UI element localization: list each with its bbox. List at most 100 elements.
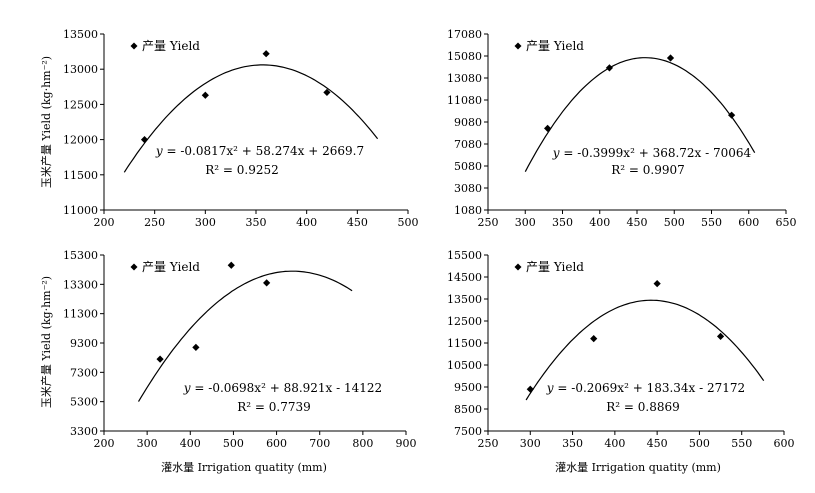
x-tick-label: 200 (94, 437, 115, 450)
legend-label: 产量 Yield (526, 260, 584, 274)
y-tick-label: 3080 (454, 182, 482, 195)
y-tick-label: 15300 (63, 249, 98, 262)
legend-marker (514, 263, 522, 271)
chart-panel-1: 11000 11500 12000 12500 13000 13500 200 250 300 3… (63, 28, 419, 229)
x-tick-label: 500 (398, 216, 419, 229)
y-tick-label: 13300 (63, 278, 98, 291)
y-tick-label: 11500 (63, 169, 98, 182)
y-tick-label: 10500 (447, 359, 482, 372)
y-tick-label: 7300 (70, 366, 98, 379)
x-tick-label: 350 (246, 216, 267, 229)
data-point (728, 111, 736, 119)
data-point (716, 332, 725, 340)
x-tick-label: 400 (180, 437, 201, 450)
r-squared: R² = 0.8869 (606, 400, 680, 414)
y-tick-label: 5080 (454, 160, 482, 173)
x-tick-label: 900 (396, 437, 417, 450)
x-tick-label: 450 (627, 216, 648, 229)
data-point (263, 279, 271, 287)
x-tick-label: 400 (296, 216, 317, 229)
y-tick-label: 7500 (454, 425, 482, 438)
y-tick-label: 11500 (447, 337, 482, 350)
x-tick-label: 600 (774, 437, 795, 450)
legend-marker (130, 42, 138, 50)
x-tick-label: 600 (266, 437, 287, 450)
x-tick-label: 500 (223, 437, 244, 450)
x-tick-label: 300 (137, 437, 158, 450)
x-tick-label: 300 (515, 216, 536, 229)
data-point (666, 54, 675, 62)
legend-label: 产量 Yield (142, 260, 200, 274)
y-tick-label: 17080 (447, 28, 482, 41)
x-axis-label-left: 灌水量 Irrigation quatity (mm) (161, 461, 327, 474)
y-tick-label: 9500 (454, 381, 482, 394)
y-tick-label: 1080 (454, 204, 482, 217)
fit-curve (123, 64, 379, 173)
r-squared: R² = 0.9907 (611, 163, 685, 177)
y-tick-label: 8500 (454, 403, 482, 416)
x-tick-label: 700 (309, 437, 330, 450)
data-point (192, 343, 200, 351)
r-squared: R² = 0.9252 (205, 163, 279, 177)
data-point (526, 385, 534, 393)
x-tick-label: 450 (647, 437, 668, 450)
legend-label: 产量 Yield (526, 39, 584, 53)
y-tick-label: 7080 (454, 138, 482, 151)
x-tick-label: 400 (604, 437, 625, 450)
y-tick-label: 9080 (454, 116, 482, 129)
x-tick-label: 450 (347, 216, 368, 229)
x-tick-label: 350 (552, 216, 573, 229)
y-tick-label: 13500 (63, 28, 98, 41)
x-tick-label: 550 (701, 216, 722, 229)
y-tick-label: 12500 (447, 315, 482, 328)
r-squared: R² = 0.7739 (237, 400, 311, 414)
legend-marker (130, 263, 138, 271)
y-tick-label: 13080 (447, 72, 482, 85)
x-axis-label-right: 灌水量 Irrigation quatity (mm) (555, 461, 721, 474)
data-point (262, 50, 270, 58)
x-tick-label: 350 (562, 437, 583, 450)
fit-curve (525, 299, 765, 401)
data-point (544, 124, 552, 132)
chart-panel-4: 7500 8500 9500 10500 11500 12500 13500 14500 155… (447, 249, 795, 450)
y-tick-label: 11000 (63, 204, 98, 217)
chart-panel-2: 1080 3080 5080 7080 9080 11080 13080 15080 17080… (447, 28, 797, 229)
y-tick-label: 12000 (63, 134, 98, 147)
data-point (156, 355, 164, 363)
x-tick-label: 250 (144, 216, 165, 229)
x-tick-label: 250 (478, 216, 499, 229)
y-tick-label: 14500 (447, 271, 482, 284)
y-tick-label: 15500 (447, 249, 482, 262)
fit-equation: y = -0.2069x² + 183.34x - 27172 (546, 381, 745, 395)
fit-equation: y = -0.0698x² + 88.921x - 14122 (183, 381, 382, 395)
legend-marker (514, 42, 522, 50)
x-tick-label: 200 (94, 216, 115, 229)
y-tick-label: 9300 (70, 337, 98, 350)
x-tick-label: 550 (731, 437, 752, 450)
x-tick-label: 600 (738, 216, 759, 229)
y-tick-label: 3300 (70, 425, 98, 438)
y-tick-label: 15080 (447, 50, 482, 63)
y-tick-label: 13500 (447, 293, 482, 306)
fit-equation: y = -0.0817x² + 58.274x + 2669.7 (155, 144, 364, 158)
y-axis-label-bottom: 玉米产量 Yield (kg·hm⁻²) (39, 276, 53, 408)
data-point (227, 261, 235, 269)
y-tick-label: 11300 (63, 308, 98, 321)
data-point (653, 280, 661, 288)
x-tick-label: 650 (776, 216, 797, 229)
y-tick-label: 11080 (447, 94, 482, 107)
data-point (323, 88, 331, 97)
data-point (201, 91, 209, 99)
fit-curve (524, 57, 756, 172)
data-point (590, 335, 598, 343)
x-tick-label: 250 (478, 437, 499, 450)
chart-panel-3: 3300 5300 7300 9300 11300 13300 15300 200 300 400… (63, 249, 417, 450)
x-tick-label: 500 (689, 437, 710, 450)
y-tick-label: 13000 (63, 63, 98, 76)
x-tick-label: 300 (195, 216, 216, 229)
x-tick-label: 300 (520, 437, 541, 450)
fit-curve (137, 270, 353, 402)
legend-label: 产量 Yield (142, 39, 200, 53)
y-tick-label: 12500 (63, 98, 98, 111)
